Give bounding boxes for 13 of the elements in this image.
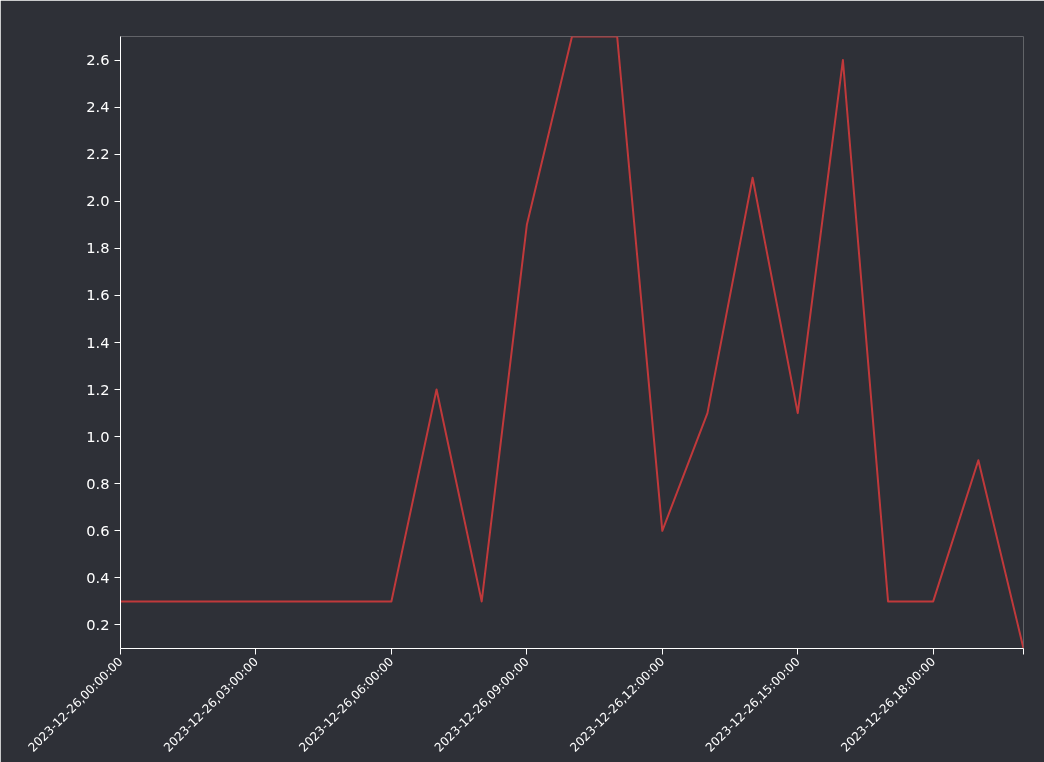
y-tick-label: 1.6 (86, 286, 110, 304)
y-tick-label: 1.8 (86, 239, 110, 257)
y-tick-label: 1.2 (86, 380, 110, 398)
y-tick-label: 0.4 (86, 568, 110, 586)
y-tick-label: 2.6 (86, 51, 110, 69)
y-tick-label: 2.2 (86, 145, 110, 163)
y-tick-label: 1.0 (86, 427, 110, 445)
y-tick-label: 1.4 (86, 333, 110, 351)
y-tick-label: 2.0 (86, 192, 110, 210)
y-tick-label: 0.2 (86, 615, 110, 633)
y-tick-label: 2.4 (86, 98, 110, 116)
y-tick-label: 0.8 (86, 474, 110, 492)
y-tick-label: 0.6 (86, 521, 110, 539)
